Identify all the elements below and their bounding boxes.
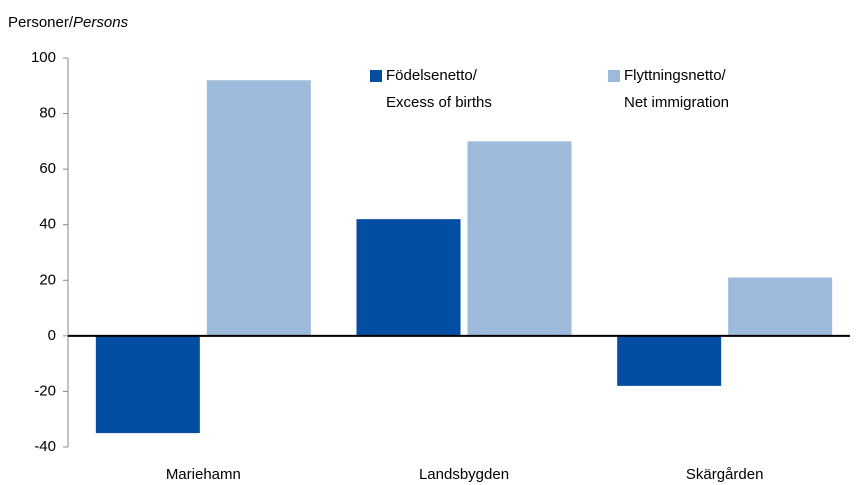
y-tick-label: 100 [31,49,56,66]
x-tick-label: Skärgården [686,466,764,483]
y-axis-label-en: Persons [73,14,129,31]
bar [95,335,200,434]
y-tick-label: 80 [39,105,56,122]
x-tick-label: Mariehamn [166,466,241,483]
bar [206,80,311,336]
y-tick-label: 40 [39,216,56,233]
y-tick-label: -40 [34,438,56,455]
y-axis-label: Personer/Persons [8,14,129,31]
y-tick-label: 60 [39,160,56,177]
bar [467,141,572,336]
y-tick-label: -20 [34,382,56,399]
legend-swatch [370,70,382,82]
bar [728,277,833,336]
y-tick-label: 0 [48,327,56,344]
x-tick-label: Landsbygden [419,466,509,483]
y-axis-label-sv: Personer/ [8,14,74,31]
bar [356,219,461,336]
bar [617,335,722,386]
legend-swatch [608,70,620,82]
legend-label: Födelsenetto/ Excess of births [386,67,492,111]
legend-label: Flyttningsnetto/ Net immigration [624,67,730,111]
y-tick-label: 20 [39,271,56,288]
